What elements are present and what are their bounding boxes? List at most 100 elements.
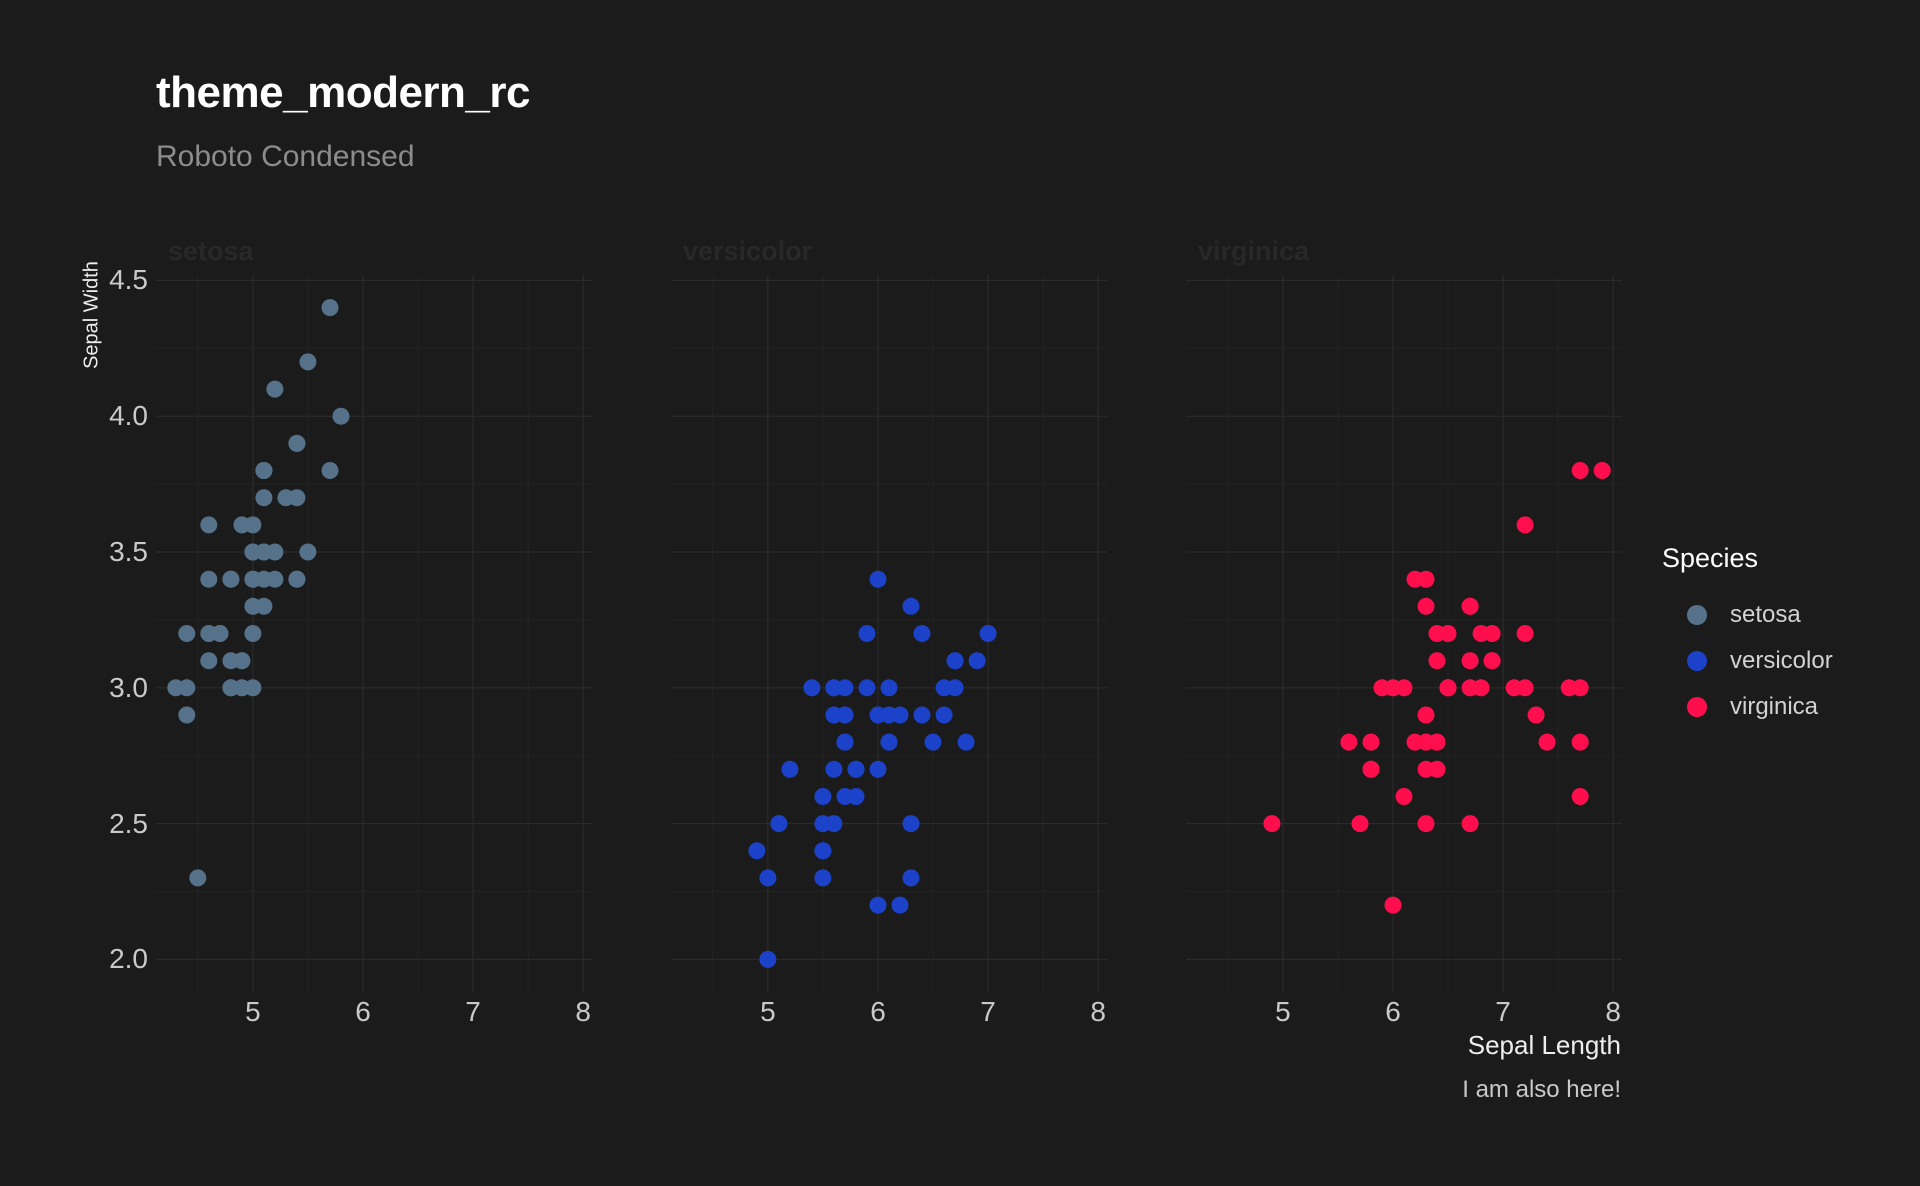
data-point-virginica — [1362, 760, 1380, 778]
data-point-versicolor — [814, 869, 832, 887]
data-point-versicolor — [913, 706, 931, 724]
data-point-versicolor — [814, 815, 832, 833]
facet-panel-setosa — [156, 275, 592, 992]
data-point-virginica — [1571, 462, 1589, 479]
data-point-versicolor — [836, 733, 854, 751]
data-point-virginica — [1472, 625, 1490, 642]
data-point-versicolor — [902, 869, 920, 887]
data-point-virginica — [1263, 815, 1281, 833]
x-axis-title: Sepal Length — [1467, 1030, 1621, 1060]
data-point-versicolor — [869, 570, 887, 588]
data-point-virginica — [1538, 733, 1556, 751]
y-axis-tick-label: 2.0 — [109, 943, 148, 975]
data-point-setosa — [255, 489, 273, 507]
data-point-versicolor — [814, 842, 832, 860]
data-point-versicolor — [902, 597, 920, 615]
data-point-virginica — [1417, 597, 1435, 615]
data-point-setosa — [189, 869, 207, 887]
data-point-versicolor — [946, 679, 964, 697]
data-point-setosa — [244, 625, 262, 642]
data-point-virginica — [1406, 570, 1424, 588]
data-point-versicolor — [858, 679, 876, 697]
x-axis-tick-label: 6 — [1385, 996, 1401, 1027]
data-point-setosa — [277, 489, 295, 507]
x-axis-tick-label: 7 — [465, 996, 481, 1027]
data-point-versicolor — [748, 842, 766, 860]
data-point-virginica — [1461, 679, 1479, 697]
y-axis-tick-label: 2.5 — [109, 807, 148, 839]
data-point-versicolor — [825, 760, 843, 778]
legend-label-virginica: virginica — [1730, 693, 1819, 720]
data-point-versicolor — [847, 788, 865, 805]
x-axis-tick-label: 6 — [870, 996, 886, 1027]
data-point-virginica — [1395, 788, 1413, 805]
legend-label-setosa: setosa — [1730, 601, 1801, 628]
data-point-setosa — [178, 679, 196, 697]
x-axis-tick-label: 7 — [1495, 996, 1511, 1027]
x-axis-tick-label: 8 — [575, 996, 591, 1027]
data-point-versicolor — [759, 950, 777, 968]
facet-strip-virginica: virginica — [1198, 236, 1310, 266]
data-point-setosa — [266, 543, 284, 561]
data-point-virginica — [1373, 679, 1391, 697]
data-point-setosa — [233, 652, 251, 670]
data-point-virginica — [1428, 652, 1446, 670]
data-point-setosa — [299, 543, 317, 561]
data-point-virginica — [1516, 625, 1534, 642]
data-point-virginica — [1417, 706, 1435, 724]
data-point-versicolor — [924, 733, 942, 751]
data-point-virginica — [1384, 896, 1402, 914]
data-point-versicolor — [968, 652, 986, 670]
data-point-setosa — [299, 353, 317, 371]
data-point-versicolor — [803, 679, 821, 697]
data-point-versicolor — [836, 679, 854, 697]
data-point-setosa — [321, 462, 339, 479]
data-point-setosa — [332, 407, 350, 425]
data-point-virginica — [1571, 733, 1589, 751]
data-point-virginica — [1428, 625, 1446, 642]
legend-item-versicolor: versicolor — [1662, 638, 1833, 684]
facet-strip-versicolor: versicolor — [683, 236, 813, 266]
data-point-virginica — [1362, 733, 1380, 751]
data-point-virginica — [1417, 760, 1435, 778]
data-point-setosa — [200, 570, 218, 588]
data-point-versicolor — [814, 788, 832, 805]
facet-panel-versicolor — [671, 275, 1107, 992]
data-point-virginica — [1516, 679, 1534, 697]
x-axis-tick-label: 5 — [760, 996, 776, 1027]
data-point-versicolor — [880, 679, 898, 697]
legend-item-setosa: setosa — [1662, 592, 1833, 638]
x-axis-tick-label: 8 — [1090, 996, 1106, 1027]
legend-key-virginica-icon — [1687, 697, 1707, 717]
data-point-setosa — [255, 570, 273, 588]
legend-label-versicolor: versicolor — [1730, 647, 1833, 674]
data-point-versicolor — [759, 869, 777, 887]
data-point-virginica — [1417, 815, 1435, 833]
data-point-virginica — [1516, 516, 1534, 534]
x-axis-tick-label: 8 — [1605, 996, 1621, 1027]
legend-key-setosa-icon — [1687, 605, 1707, 625]
data-point-versicolor — [880, 733, 898, 751]
data-point-setosa — [222, 679, 240, 697]
data-point-versicolor — [869, 760, 887, 778]
data-point-setosa — [266, 380, 284, 398]
data-point-virginica — [1593, 462, 1611, 479]
data-point-setosa — [222, 570, 240, 588]
data-point-setosa — [288, 434, 306, 452]
legend-title: Species — [1662, 543, 1759, 573]
data-point-setosa — [233, 516, 251, 534]
data-point-versicolor — [869, 706, 887, 724]
data-point-versicolor — [935, 706, 953, 724]
data-point-versicolor — [979, 625, 997, 642]
data-point-setosa — [244, 597, 262, 615]
x-axis-tick-label: 5 — [1275, 996, 1291, 1027]
data-point-virginica — [1351, 815, 1369, 833]
plot-caption: I am also here! — [1462, 1076, 1621, 1103]
y-axis-tick-label: 3.5 — [109, 536, 148, 568]
data-point-versicolor — [946, 652, 964, 670]
data-point-versicolor — [869, 896, 887, 914]
data-point-virginica — [1461, 597, 1479, 615]
data-point-setosa — [200, 625, 218, 642]
data-point-versicolor — [957, 733, 975, 751]
data-point-virginica — [1461, 815, 1479, 833]
